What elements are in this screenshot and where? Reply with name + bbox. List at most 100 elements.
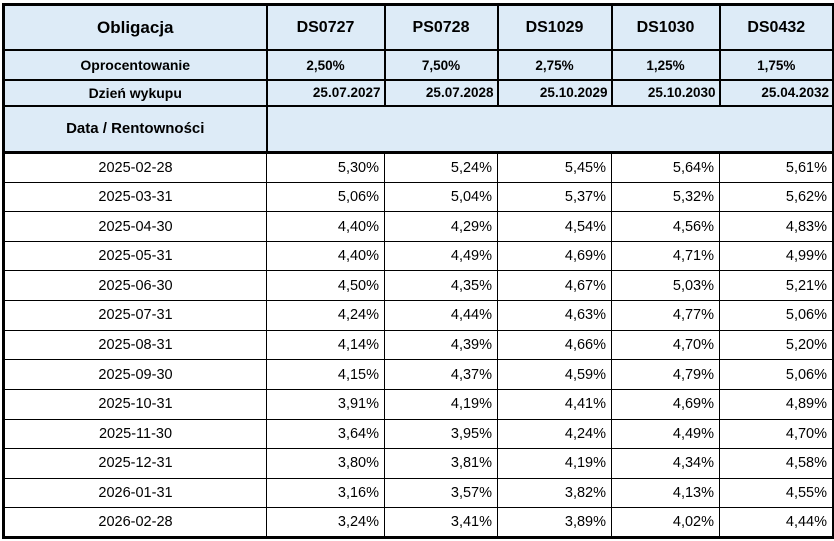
table-row: 2025-10-31 3,91% 4,19% 4,41% 4,69% 4,89%: [3, 388, 834, 420]
yield-cell: 4,66%: [497, 329, 612, 361]
table-row: 2025-03-31 5,06% 5,04% 5,37% 5,32% 5,62%: [3, 181, 834, 213]
date-cell: 2025-10-31: [3, 388, 267, 420]
bond-yield-table: Obligacja DS0727 PS0728 DS1029 DS1030 DS…: [2, 3, 834, 539]
yield-data-rows: 2025-02-28 5,30% 5,24% 5,45% 5,64% 5,61%…: [3, 152, 834, 538]
maturity-cell: 25.10.2030: [610, 79, 721, 107]
yield-cell: 4,70%: [719, 418, 834, 450]
table-row: 2025-07-31 4,24% 4,44% 4,63% 4,77% 5,06%: [3, 300, 834, 331]
date-cell: 2025-06-30: [3, 270, 267, 302]
yield-cell: 3,81%: [384, 448, 498, 479]
yield-cell: 4,79%: [611, 359, 720, 390]
yield-cell: 5,62%: [719, 181, 834, 213]
table-row: 2025-05-31 4,40% 4,49% 4,69% 4,71% 4,99%: [3, 240, 834, 272]
yield-cell: 4,77%: [611, 300, 720, 331]
yield-cell: 5,37%: [497, 181, 612, 213]
date-cell: 2026-02-28: [3, 507, 267, 538]
maturity-cell: 25.07.2027: [265, 79, 386, 107]
yield-cell: 4,67%: [497, 270, 612, 302]
maturity-cell: 25.07.2028: [383, 79, 499, 107]
yield-cell: 3,91%: [266, 388, 385, 420]
yield-cell: 5,06%: [719, 300, 834, 331]
yield-cell: 4,58%: [719, 448, 834, 479]
date-cell: 2025-04-30: [3, 211, 267, 242]
yield-cell: 4,24%: [266, 300, 385, 331]
table-row: 2026-02-28 3,24% 3,41% 3,89% 4,02% 4,44%: [3, 507, 834, 538]
yield-cell: 4,40%: [266, 240, 385, 272]
yield-cell: 4,37%: [384, 359, 498, 390]
yield-cell: 4,70%: [611, 329, 720, 361]
yield-cell: 4,02%: [611, 507, 720, 538]
date-cell: 2025-03-31: [3, 181, 267, 213]
yield-cell: 3,64%: [266, 418, 385, 450]
table-row: 2025-09-30 4,15% 4,37% 4,59% 4,79% 5,06%: [3, 359, 834, 390]
bond-name-ds1029: DS1029: [496, 3, 613, 52]
maturity-cell: 25.10.2029: [496, 79, 613, 107]
yield-cell: 4,50%: [266, 270, 385, 302]
maturity-row: Dzień wykupu 25.07.2027 25.07.2028 25.10…: [2, 79, 834, 107]
yield-cell: 5,21%: [719, 270, 834, 302]
yield-cell: 3,89%: [497, 507, 612, 538]
yield-cell: 4,24%: [497, 418, 612, 450]
table-row: 2025-11-30 3,64% 3,95% 4,24% 4,49% 4,70%: [3, 418, 834, 450]
date-cell: 2025-07-31: [3, 300, 267, 331]
coupon-cell: 7,50%: [383, 49, 499, 82]
yield-cell: 5,06%: [266, 181, 385, 213]
section-row-label: Data / Rentowności: [2, 104, 268, 155]
yield-cell: 4,71%: [611, 240, 720, 272]
date-cell: 2025-12-31: [3, 448, 267, 479]
coupon-row-label: Oprocentowanie: [2, 49, 268, 82]
date-cell: 2025-05-31: [3, 240, 267, 272]
section-row: Data / Rentowności: [2, 104, 834, 155]
yield-cell: 4,56%: [611, 211, 720, 242]
date-cell: 2025-02-28: [3, 152, 267, 183]
coupon-cell: 2,50%: [265, 49, 386, 82]
yield-cell: 4,19%: [384, 388, 498, 420]
date-cell: 2025-11-30: [3, 418, 267, 450]
yield-cell: 5,45%: [497, 152, 612, 183]
coupon-cell: 2,75%: [496, 49, 613, 82]
date-cell: 2025-08-31: [3, 329, 267, 361]
yield-cell: 4,41%: [497, 388, 612, 420]
yield-cell: 4,39%: [384, 329, 498, 361]
yield-cell: 4,34%: [611, 448, 720, 479]
table-row: 2025-02-28 5,30% 5,24% 5,45% 5,64% 5,61%: [3, 152, 834, 183]
yield-cell: 4,44%: [384, 300, 498, 331]
table-row: 2026-01-31 3,16% 3,57% 3,82% 4,13% 4,55%: [3, 477, 834, 509]
yield-cell: 3,41%: [384, 507, 498, 538]
yield-cell: 4,13%: [611, 477, 720, 509]
table-row: 2025-06-30 4,50% 4,35% 4,67% 5,03% 5,21%: [3, 270, 834, 302]
yield-cell: 3,24%: [266, 507, 385, 538]
yield-cell: 4,83%: [719, 211, 834, 242]
maturity-cell: 25.04.2032: [718, 79, 834, 107]
yield-cell: 4,63%: [497, 300, 612, 331]
section-row-spacer: [265, 104, 834, 155]
date-cell: 2025-09-30: [3, 359, 267, 390]
yield-cell: 5,03%: [611, 270, 720, 302]
yield-cell: 4,55%: [719, 477, 834, 509]
yield-cell: 4,59%: [497, 359, 612, 390]
bond-name-ps0728: PS0728: [383, 3, 499, 52]
obligacja-header: Obligacja: [2, 3, 268, 52]
table-row: 2025-12-31 3,80% 3,81% 4,19% 4,34% 4,58%: [3, 448, 834, 479]
table-row: 2025-08-31 4,14% 4,39% 4,66% 4,70% 5,20%: [3, 329, 834, 361]
yield-cell: 3,95%: [384, 418, 498, 450]
yield-cell: 4,35%: [384, 270, 498, 302]
date-cell: 2026-01-31: [3, 477, 267, 509]
yield-cell: 4,89%: [719, 388, 834, 420]
yield-cell: 5,24%: [384, 152, 498, 183]
yield-cell: 5,61%: [719, 152, 834, 183]
yield-cell: 3,80%: [266, 448, 385, 479]
bond-name-ds1030: DS1030: [610, 3, 721, 52]
yield-cell: 4,40%: [266, 211, 385, 242]
yield-cell: 4,49%: [611, 418, 720, 450]
yield-cell: 3,82%: [497, 477, 612, 509]
yield-cell: 4,49%: [384, 240, 498, 272]
yield-cell: 4,44%: [719, 507, 834, 538]
yield-cell: 4,19%: [497, 448, 612, 479]
yield-cell: 5,32%: [611, 181, 720, 213]
bond-name-ds0432: DS0432: [718, 3, 834, 52]
yield-cell: 5,20%: [719, 329, 834, 361]
yield-cell: 5,30%: [266, 152, 385, 183]
yield-cell: 4,14%: [266, 329, 385, 361]
